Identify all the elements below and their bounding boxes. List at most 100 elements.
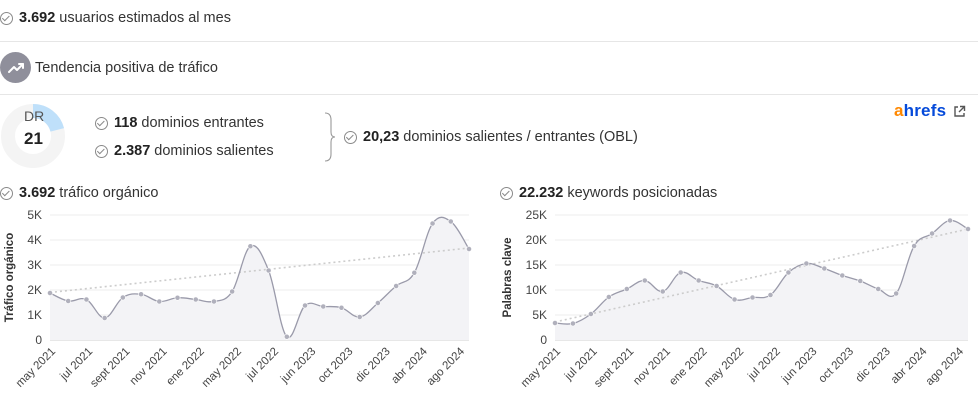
data-point[interactable]: [192, 296, 199, 303]
obl-value: 20,23: [363, 129, 400, 145]
check-circle-icon: [0, 11, 13, 25]
x-tick-label: jul 2022: [244, 346, 282, 384]
check-circle-icon: [95, 144, 108, 158]
data-point[interactable]: [174, 294, 181, 301]
y-tick-label: 5K: [532, 308, 547, 322]
keywords-value: 22.232: [519, 185, 564, 201]
divider: [0, 41, 978, 42]
data-point[interactable]: [211, 298, 217, 305]
check-circle-icon: [95, 116, 108, 130]
x-tick-label: oct 2023: [316, 346, 356, 386]
data-point[interactable]: [247, 243, 254, 250]
traffic-value: 3.692: [19, 185, 56, 201]
data-point[interactable]: [875, 286, 882, 292]
data-point[interactable]: [749, 294, 756, 301]
data-point[interactable]: [857, 278, 864, 284]
x-tick-label: sept 2021: [88, 346, 132, 390]
data-point[interactable]: [375, 300, 381, 306]
data-point[interactable]: [552, 320, 558, 326]
data-point[interactable]: [320, 303, 327, 310]
ahrefs-logo-rest: hrefs: [903, 101, 947, 120]
y-tick-label: 4K: [27, 233, 42, 247]
ahrefs-logo-prefix: a: [894, 101, 904, 120]
trending-up-icon: [0, 52, 31, 83]
brace-separator: [324, 112, 336, 162]
y-tick-label: 0: [540, 333, 547, 347]
check-circle-icon: [344, 130, 357, 144]
trend-line: [49, 247, 470, 294]
data-point[interactable]: [713, 283, 720, 289]
data-point[interactable]: [893, 290, 900, 297]
data-point[interactable]: [588, 311, 594, 317]
data-point[interactable]: [302, 302, 308, 309]
data-point[interactable]: [265, 267, 272, 274]
y-axis-label: Tráfico orgánico: [4, 233, 16, 322]
data-point[interactable]: [119, 294, 126, 301]
outgoing-domains-row: 2.387 dominios salientes: [95, 143, 355, 159]
data-point[interactable]: [911, 243, 918, 249]
data-point[interactable]: [570, 320, 576, 327]
y-tick-label: 0: [35, 333, 42, 347]
data-point[interactable]: [695, 277, 702, 284]
x-tick-label: may 2022: [702, 346, 746, 390]
data-point[interactable]: [839, 272, 846, 279]
data-point[interactable]: [101, 315, 108, 321]
data-point[interactable]: [947, 217, 953, 224]
data-point[interactable]: [466, 246, 472, 252]
incoming-domains-label: dominios entrantes: [141, 115, 264, 131]
trend-line: [554, 228, 969, 323]
y-tick-label: 20K: [526, 233, 547, 247]
data-point[interactable]: [821, 265, 828, 272]
domain-rating-gauge: DR 21: [0, 103, 70, 169]
check-circle-icon: [500, 186, 513, 200]
x-tick-label: jun 2023: [278, 346, 318, 386]
x-tick-label: ago 2024: [425, 345, 468, 388]
data-point[interactable]: [356, 314, 363, 320]
data-point[interactable]: [156, 298, 163, 305]
data-point[interactable]: [83, 296, 90, 303]
x-tick-label: may 2021: [519, 346, 563, 390]
data-point[interactable]: [731, 296, 738, 303]
x-tick-label: jul 2021: [562, 346, 600, 384]
x-tick-label: may 2021: [14, 346, 58, 390]
data-point[interactable]: [393, 283, 400, 289]
data-point[interactable]: [803, 260, 810, 267]
traffic-trend-label: Tendencia positiva de tráfico: [35, 59, 218, 76]
data-point[interactable]: [65, 298, 72, 304]
obl-label: dominios salientes / entrantes (OBL): [403, 129, 638, 145]
data-point[interactable]: [411, 269, 418, 276]
data-point[interactable]: [929, 230, 935, 237]
data-point[interactable]: [965, 226, 971, 232]
ahrefs-link[interactable]: a hrefs: [894, 101, 966, 121]
data-point[interactable]: [138, 291, 144, 298]
data-point[interactable]: [767, 292, 774, 298]
outgoing-domains-value: 2.387: [114, 143, 151, 159]
data-point[interactable]: [229, 288, 236, 295]
data-point[interactable]: [605, 294, 612, 300]
data-point[interactable]: [283, 333, 290, 340]
x-tick-label: ago 2024: [924, 345, 967, 388]
keywords-chart-title: 22.232 keywords posicionadas: [500, 185, 717, 201]
data-point[interactable]: [677, 269, 684, 276]
data-point[interactable]: [429, 220, 436, 227]
external-link-icon: [954, 105, 966, 117]
monthly-users-value: 3.692: [19, 10, 56, 26]
data-point[interactable]: [641, 277, 648, 284]
data-point[interactable]: [623, 286, 630, 292]
data-point[interactable]: [447, 218, 454, 225]
y-tick-label: 2K: [27, 283, 42, 297]
data-point[interactable]: [659, 288, 666, 295]
traffic-trend-row: Tendencia positiva de tráfico: [0, 52, 978, 83]
obl-row: 20,23 dominios salientes / entrantes (OB…: [344, 129, 764, 145]
x-tick-label: sept 2021: [592, 346, 636, 390]
data-point[interactable]: [785, 269, 792, 276]
series-area: [555, 220, 968, 340]
data-point[interactable]: [47, 290, 53, 296]
keywords-label: keywords posicionadas: [567, 185, 718, 201]
dr-value: 21: [24, 129, 43, 148]
y-tick-label: 3K: [27, 258, 42, 272]
data-point[interactable]: [338, 304, 345, 311]
y-axis-label: Palabras clave: [502, 238, 514, 318]
